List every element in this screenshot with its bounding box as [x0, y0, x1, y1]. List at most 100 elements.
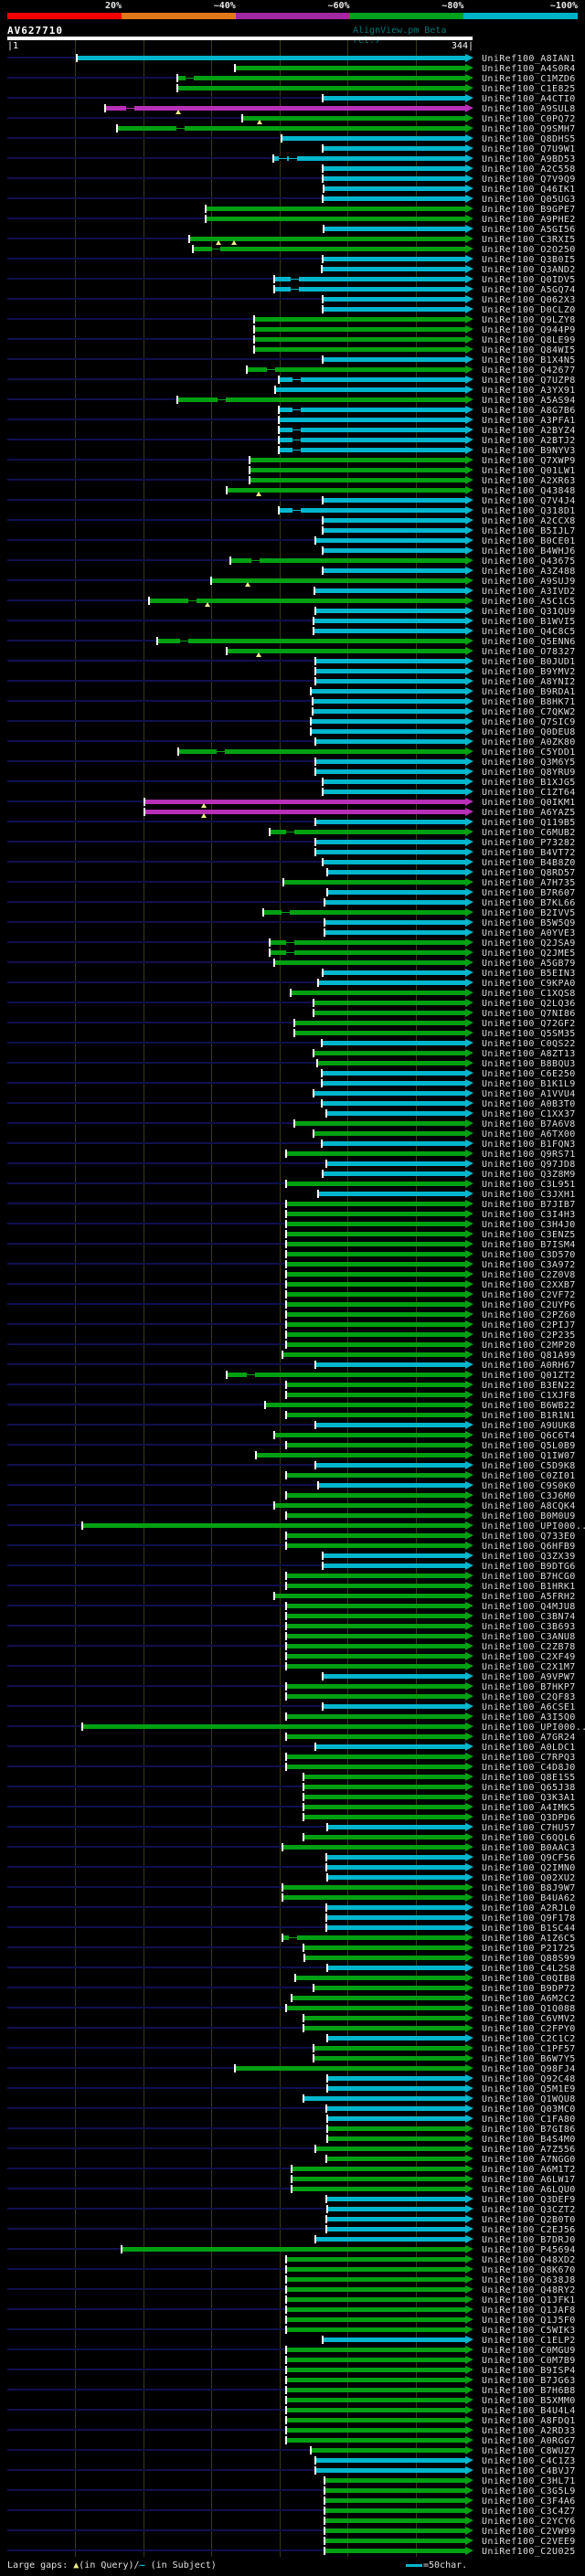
hit-label[interactable]: UniRef100_B7KL66 — [482, 898, 576, 908]
hit-label[interactable]: UniRef100_C8WUZ7 — [482, 2446, 576, 2456]
hit-label[interactable]: UniRef100_B6WB22 — [482, 1401, 576, 1411]
hit-label[interactable]: UniRef100_A2RD33 — [482, 2426, 576, 2436]
hit-label[interactable]: UniRef100_B9RDA1 — [482, 687, 576, 697]
hit-label[interactable]: UniRef100_C1MZD6 — [482, 74, 576, 84]
hit-label[interactable]: UniRef100_A2BYZ4 — [482, 426, 576, 436]
hit-label[interactable]: UniRef100_A6LQU0 — [482, 2185, 576, 2195]
hit-label[interactable]: UniRef100_Q1JFK1 — [482, 2295, 576, 2306]
hit-label[interactable]: UniRef100_Q8DHS5 — [482, 134, 576, 144]
hit-label[interactable]: UniRef100_Q733E0 — [482, 1532, 576, 1542]
hit-label[interactable]: UniRef100_C3JXH1 — [482, 1190, 576, 1200]
hit-label[interactable]: UniRef100_B4U4L4 — [482, 2406, 576, 2416]
hit-label[interactable]: UniRef100_C5D9K8 — [482, 1461, 576, 1471]
hit-label[interactable]: UniRef100_Q46IK1 — [482, 185, 576, 195]
hit-label[interactable]: UniRef100_B9GPE7 — [482, 205, 576, 215]
hit-label[interactable]: UniRef100_Q9RS71 — [482, 1150, 576, 1160]
hit-label[interactable]: UniRef100_Q4C8C5 — [482, 627, 576, 637]
hit-label[interactable]: UniRef100_C0M7B9 — [482, 2356, 576, 2366]
hit-label[interactable]: UniRef100_A9VPW7 — [482, 1672, 576, 1682]
hit-label[interactable]: UniRef100_P21725 — [482, 1944, 576, 1954]
hit-label[interactable]: UniRef100_C2C1C2 — [482, 2034, 576, 2044]
hit-label[interactable]: UniRef100_B7H6B8 — [482, 2386, 576, 2396]
hit-label[interactable]: UniRef100_C3A972 — [482, 1260, 576, 1270]
hit-label[interactable]: UniRef100_C1XJF8 — [482, 1391, 576, 1401]
hit-label[interactable]: UniRef100_B9ISP4 — [482, 2366, 576, 2376]
hit-label[interactable]: UniRef100_B5EIN3 — [482, 969, 576, 979]
hit-label[interactable]: UniRef100_Q6HFB9 — [482, 1542, 576, 1552]
hit-label[interactable]: UniRef100_Q01LW1 — [482, 466, 576, 476]
hit-label[interactable]: UniRef100_C3D570 — [482, 1250, 576, 1260]
hit-label[interactable]: UniRef100_Q84WI5 — [482, 345, 576, 355]
hit-label[interactable]: UniRef100_B7JIB7 — [482, 1200, 576, 1210]
hit-label[interactable]: UniRef100_Q2B0T0 — [482, 2215, 576, 2225]
hit-label[interactable]: UniRef100_Q98FJ4 — [482, 2064, 576, 2074]
hit-label[interactable]: UniRef100_Q3AND2 — [482, 265, 576, 275]
hit-label[interactable]: UniRef100_A8FDQ1 — [482, 2416, 576, 2426]
hit-label[interactable]: UniRef100_B7ISM4 — [482, 1240, 576, 1250]
hit-label[interactable]: UniRef100_Q5M1E9 — [482, 2084, 576, 2094]
hit-label[interactable]: UniRef100_Q2IMN0 — [482, 1863, 576, 1873]
hit-label[interactable]: UniRef100_Q7NI86 — [482, 1009, 576, 1019]
hit-label[interactable]: UniRef100_C3BN74 — [482, 1612, 576, 1622]
hit-label[interactable]: UniRef100_A7Z556 — [482, 2145, 576, 2155]
hit-label[interactable]: UniRef100_Q1Q088 — [482, 2004, 576, 2014]
hit-label[interactable]: UniRef100_B1HRK1 — [482, 1582, 576, 1592]
hit-label[interactable]: UniRef100_A3I5Q0 — [482, 1712, 576, 1723]
hit-label[interactable]: UniRef100_C7QKW2 — [482, 707, 576, 717]
hit-label[interactable]: UniRef100_B5IJL7 — [482, 526, 576, 536]
hit-label[interactable]: UniRef100_Q7V9Q9 — [482, 175, 576, 185]
hit-label[interactable]: UniRef100_Q8RD57 — [482, 868, 576, 878]
hit-label[interactable]: UniRef100_A6YAZ5 — [482, 808, 576, 818]
hit-label[interactable]: UniRef100_B9DTG6 — [482, 1562, 576, 1572]
hit-label[interactable]: UniRef100_A6M2C2 — [482, 1994, 576, 2004]
hit-label[interactable]: UniRef100_A5FRH2 — [482, 1592, 576, 1602]
hit-label[interactable]: UniRef100_A8YNI2 — [482, 677, 576, 687]
hit-label[interactable]: UniRef100_Q97JD8 — [482, 1160, 576, 1170]
hit-label[interactable]: UniRef100_Q5SM35 — [482, 1029, 576, 1039]
hit-label[interactable]: UniRef100_B0M0U9 — [482, 1511, 576, 1521]
hit-label[interactable]: UniRef100_B7JG63 — [482, 2376, 576, 2386]
hit-label[interactable]: UniRef100_B5W5Q9 — [482, 918, 576, 928]
hit-label[interactable]: UniRef100_C3C4Z7 — [482, 2507, 576, 2517]
hit-label[interactable]: UniRef100_B4VT72 — [482, 848, 576, 858]
hit-label[interactable]: UniRef100_B9DP72 — [482, 1984, 576, 1994]
hit-label[interactable]: UniRef100_B1SC44 — [482, 1924, 576, 1934]
hit-label[interactable]: UniRef100_B9YMV2 — [482, 667, 576, 677]
hit-label[interactable]: UniRef100_Q42677 — [482, 366, 576, 376]
hit-label[interactable]: UniRef100_C3ENZ5 — [482, 1230, 576, 1240]
hit-label[interactable]: UniRef100_C1FA80 — [482, 2115, 576, 2125]
hit-label[interactable]: UniRef100_C4D8J0 — [482, 1763, 576, 1773]
hit-label[interactable]: UniRef100_C2QF83 — [482, 1692, 576, 1702]
hit-label[interactable]: UniRef100_B7GI86 — [482, 2125, 576, 2135]
hit-label[interactable]: UniRef100_A5AS94 — [482, 396, 576, 406]
hit-label[interactable]: UniRef100_C2PZ60 — [482, 1310, 576, 1320]
hit-label[interactable]: UniRef100_B7A6V8 — [482, 1119, 576, 1129]
hit-label[interactable]: UniRef100_C3B693 — [482, 1622, 576, 1632]
hit-label[interactable]: UniRef100_B0CE01 — [482, 536, 576, 546]
hit-label[interactable]: UniRef100_B3EN22 — [482, 1381, 576, 1391]
hit-label[interactable]: UniRef100_A5GQ74 — [482, 285, 576, 295]
hit-label[interactable]: UniRef100_C2X1M7 — [482, 1662, 576, 1672]
hit-label[interactable]: UniRef100_Q8K670 — [482, 2265, 576, 2275]
hit-label[interactable]: UniRef100_A2RJL0 — [482, 1903, 576, 1913]
hit-label[interactable]: UniRef100_B8J9W7 — [482, 1883, 576, 1893]
hit-label[interactable]: UniRef100_C1XX37 — [482, 1109, 576, 1119]
hit-label[interactable]: UniRef100_A0LDC1 — [482, 1743, 576, 1753]
hit-label[interactable]: UniRef100_B4WHJ6 — [482, 546, 576, 557]
hit-label[interactable]: UniRef100_A4IMK5 — [482, 1803, 576, 1813]
hit-label[interactable]: UniRef100_C2VW99 — [482, 2527, 576, 2537]
hit-label[interactable]: UniRef100_Q48RY2 — [482, 2285, 576, 2295]
hit-label[interactable]: UniRef100_C7HU57 — [482, 1823, 576, 1833]
hit-label[interactable]: UniRef100_Q02XU2 — [482, 1873, 576, 1883]
hit-label[interactable]: UniRef100_C2YCY6 — [482, 2517, 576, 2527]
hit-label[interactable]: UniRef100_Q6C6T4 — [482, 1431, 576, 1441]
hit-label[interactable]: UniRef100_Q9SMH7 — [482, 124, 576, 134]
hit-label[interactable]: UniRef100_Q3Z8M9 — [482, 1170, 576, 1180]
hit-label[interactable]: UniRef100_Q01ZT2 — [482, 1371, 576, 1381]
hit-label[interactable]: UniRef100_A8G7B6 — [482, 406, 576, 416]
hit-label[interactable]: UniRef100_C0PQ72 — [482, 114, 576, 124]
hit-label[interactable]: UniRef100_Q9F178 — [482, 1913, 576, 1924]
hit-label[interactable]: UniRef100_A4S0R4 — [482, 64, 576, 74]
hit-label[interactable]: UniRef100_A9PHE2 — [482, 215, 576, 225]
hit-label[interactable]: UniRef100_C3RXI5 — [482, 235, 576, 245]
